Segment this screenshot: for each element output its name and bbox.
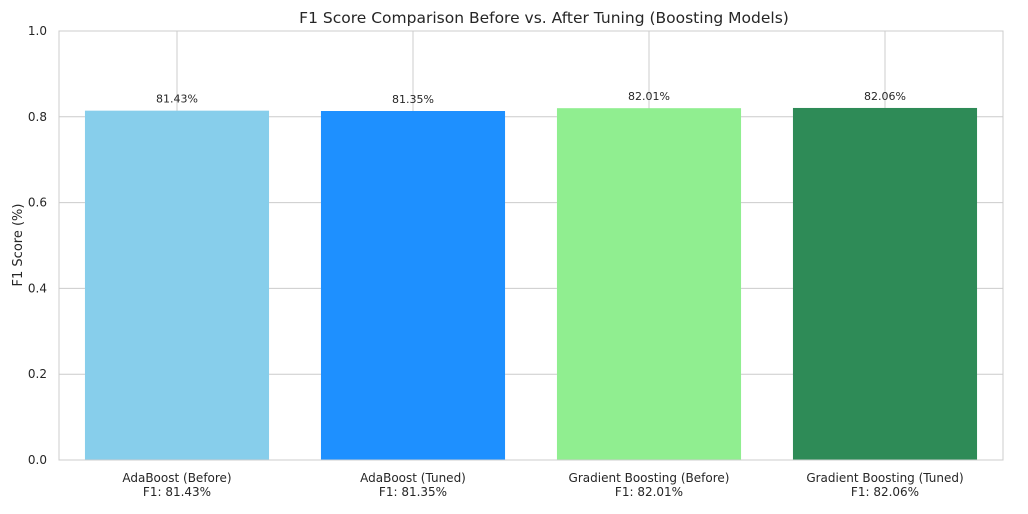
x-tick-label: AdaBoost (Tuned) <box>360 471 466 485</box>
x-tick-sublabel: F1: 81.35% <box>379 485 447 499</box>
bar <box>792 107 978 461</box>
y-tick-label: 0.2 <box>28 367 47 381</box>
labels: 0.0 0.2 0.4 0.6 0.8 1.0 81.43% AdaBoost (Before… <box>28 24 964 499</box>
x-tick-sublabel: F1: 82.01% <box>615 485 683 499</box>
bar <box>84 110 270 461</box>
data-label: 81.35% <box>392 93 434 106</box>
data-label: 82.06% <box>864 90 906 103</box>
chart-title: F1 Score Comparison Before vs. After Tun… <box>299 9 789 27</box>
bars <box>84 107 978 461</box>
plot-frame <box>58 30 1004 461</box>
x-tick-label: Gradient Boosting (Before) <box>569 471 730 485</box>
y-tick-label: 1.0 <box>28 24 47 38</box>
x-tick-sublabel: F1: 81.43% <box>143 485 211 499</box>
data-label: 81.43% <box>156 93 198 106</box>
y-axis-label: F1 Score (%) <box>11 204 26 287</box>
bar <box>556 108 742 461</box>
x-tick-label: Gradient Boosting (Tuned) <box>806 471 963 485</box>
y-tick-label: 0.8 <box>28 110 47 124</box>
y-tick-label: 0.0 <box>28 453 47 467</box>
x-tick-sublabel: F1: 82.06% <box>851 485 919 499</box>
y-tick-label: 0.6 <box>28 196 47 210</box>
y-tick-label: 0.4 <box>28 281 47 295</box>
x-tick-label: AdaBoost (Before) <box>122 471 231 485</box>
bar <box>320 111 506 461</box>
data-label: 82.01% <box>628 90 670 103</box>
